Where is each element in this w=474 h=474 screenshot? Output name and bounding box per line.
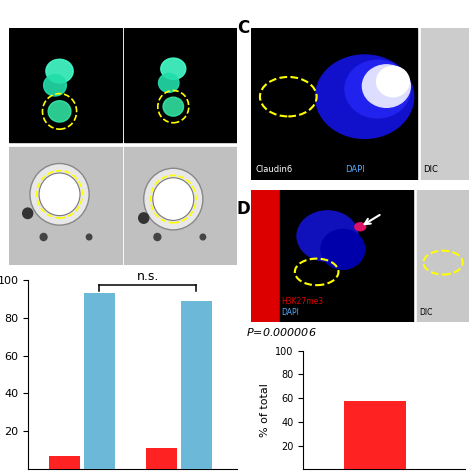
Circle shape: [30, 164, 89, 225]
Ellipse shape: [376, 66, 410, 97]
Bar: [181, 301, 212, 469]
Text: DIC: DIC: [419, 308, 432, 317]
Text: Claudin6: Claudin6: [255, 165, 293, 174]
Bar: [146, 448, 177, 469]
Circle shape: [23, 208, 33, 219]
Bar: [49, 456, 80, 469]
Bar: [251, 28, 417, 180]
Text: n.s.: n.s.: [137, 270, 159, 283]
Ellipse shape: [316, 55, 414, 138]
Ellipse shape: [158, 73, 179, 92]
Ellipse shape: [44, 74, 66, 96]
Circle shape: [154, 234, 161, 241]
Bar: [84, 293, 115, 469]
Ellipse shape: [363, 65, 410, 107]
Text: C: C: [237, 19, 249, 37]
Bar: [251, 190, 280, 322]
Bar: [9, 28, 122, 142]
Circle shape: [40, 234, 47, 241]
Ellipse shape: [321, 229, 365, 269]
Circle shape: [153, 178, 194, 220]
Text: DAPI: DAPI: [345, 165, 365, 174]
Bar: [124, 28, 237, 142]
Ellipse shape: [297, 211, 358, 261]
Text: H3K27me3: H3K27me3: [282, 297, 324, 306]
Circle shape: [86, 234, 92, 240]
Bar: [124, 147, 237, 265]
Bar: [344, 401, 406, 469]
Text: DAPI: DAPI: [282, 308, 300, 317]
Text: 60: 60: [54, 30, 79, 47]
Ellipse shape: [163, 97, 183, 116]
Bar: [421, 28, 469, 180]
Ellipse shape: [355, 223, 366, 231]
Bar: [280, 190, 412, 322]
Text: D: D: [237, 200, 251, 218]
Y-axis label: % of total: % of total: [260, 383, 270, 437]
Text: $P$=0.000006: $P$=0.000006: [246, 326, 317, 338]
Circle shape: [39, 173, 80, 216]
Circle shape: [200, 234, 206, 240]
Circle shape: [144, 168, 203, 230]
Bar: [417, 190, 469, 322]
Ellipse shape: [161, 58, 186, 80]
Circle shape: [139, 213, 149, 223]
Bar: [9, 147, 122, 265]
Ellipse shape: [345, 60, 410, 118]
Text: DIC: DIC: [423, 165, 438, 174]
Text: 80: 80: [167, 30, 193, 47]
Ellipse shape: [46, 59, 73, 83]
Ellipse shape: [48, 101, 71, 122]
